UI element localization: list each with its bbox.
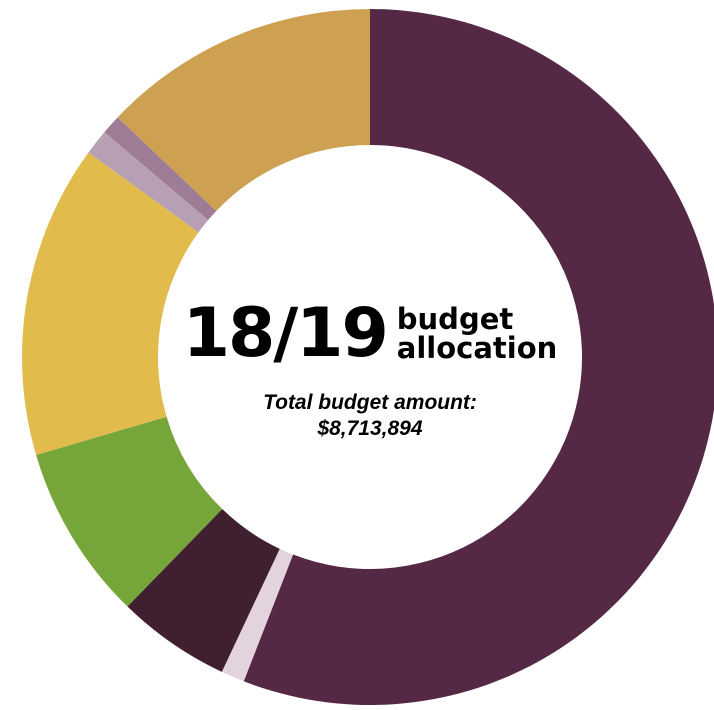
chart-center-label: 18/19 budget allocation Total budget amo… bbox=[160, 300, 580, 443]
donut-slice-7 bbox=[104, 117, 217, 221]
headline-group: 18/19 budget allocation bbox=[160, 300, 580, 368]
donut-slice-6 bbox=[88, 132, 209, 233]
donut-slice-1 bbox=[243, 9, 714, 705]
fiscal-year: 18/19 bbox=[182, 294, 389, 373]
total-budget: Total budget amount: $8,713,894 bbox=[160, 390, 580, 443]
donut-slice-2 bbox=[221, 548, 294, 682]
donut-slice-5 bbox=[21, 152, 199, 456]
headline-subtitle: budget allocation bbox=[397, 305, 558, 363]
subtitle-line-2: allocation bbox=[396, 331, 558, 365]
donut-slice-4 bbox=[36, 416, 223, 607]
donut-slice-8 bbox=[117, 8, 370, 211]
subtitle-line-1: budget bbox=[396, 302, 514, 336]
total-budget-value: $8,713,894 bbox=[317, 417, 423, 441]
donut-slice-3 bbox=[127, 509, 280, 672]
total-budget-label: Total budget amount: bbox=[263, 391, 477, 414]
